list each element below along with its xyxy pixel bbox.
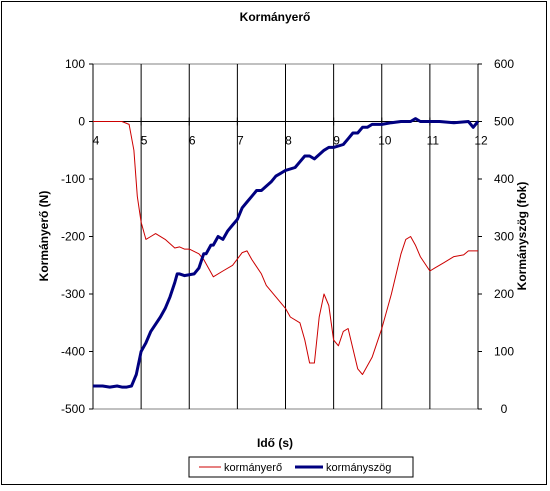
x-tick-label: 9 — [333, 134, 340, 148]
series-line-kormanyszog — [93, 117, 480, 389]
y2-tick-label: 400 — [494, 172, 514, 186]
y2-tick-label: 200 — [494, 287, 514, 301]
x-tick-label: 12 — [474, 134, 488, 148]
x-tick-label: 4 — [93, 134, 100, 148]
y-tick-label: -500 — [61, 402, 85, 416]
y-tick-label: -200 — [61, 230, 85, 244]
x-tick-label: 5 — [141, 134, 148, 148]
legend-label-kormanyero: kormányerő — [224, 462, 282, 474]
chart-svg: Kormányerő 4 5 6 7 8 9 10 11 12 100 0 -100 -200 -300 -… — [37, 10, 529, 478]
x-tick-label: 8 — [285, 134, 292, 148]
y-tick-label: -300 — [61, 287, 85, 301]
y-tick-label: 100 — [65, 57, 85, 71]
legend-label-kormanyszog: kormányszög — [326, 462, 391, 474]
y-tick-label: -400 — [61, 345, 85, 359]
y2-tick-label: 500 — [494, 115, 514, 129]
legend: kormányerő kormányszög — [188, 456, 414, 478]
y2-tick-label: 100 — [494, 345, 514, 359]
x-tick-label: 11 — [427, 134, 440, 148]
y2-tick-label: 300 — [494, 230, 514, 244]
y-tick-label: 0 — [78, 115, 85, 129]
tick-labels: 4 5 6 7 8 9 10 11 12 100 0 -100 -200 -300 -400 -500 600 5… — [61, 57, 514, 416]
x-tick-label: 6 — [189, 134, 196, 148]
chart-title: Kormányerő — [240, 10, 311, 24]
y2-axis-label: Kormányszög (fok) — [515, 182, 529, 291]
y2-tick-label: 0 — [501, 402, 508, 416]
series-lines — [93, 117, 480, 389]
y2-tick-label: 600 — [494, 57, 514, 71]
x-axis-label: Idő (s) — [257, 436, 293, 450]
x-tick-label: 10 — [378, 134, 392, 148]
chart-frame: Kormányerő 4 5 6 7 8 9 10 11 12 100 0 -100 -200 -300 -… — [1, 1, 547, 485]
series-line-kormanyero — [93, 121, 478, 375]
y-tick-label: -100 — [61, 172, 85, 186]
x-tick-label: 7 — [237, 134, 244, 148]
y-axis-label: Kormányerő (N) — [37, 191, 51, 282]
